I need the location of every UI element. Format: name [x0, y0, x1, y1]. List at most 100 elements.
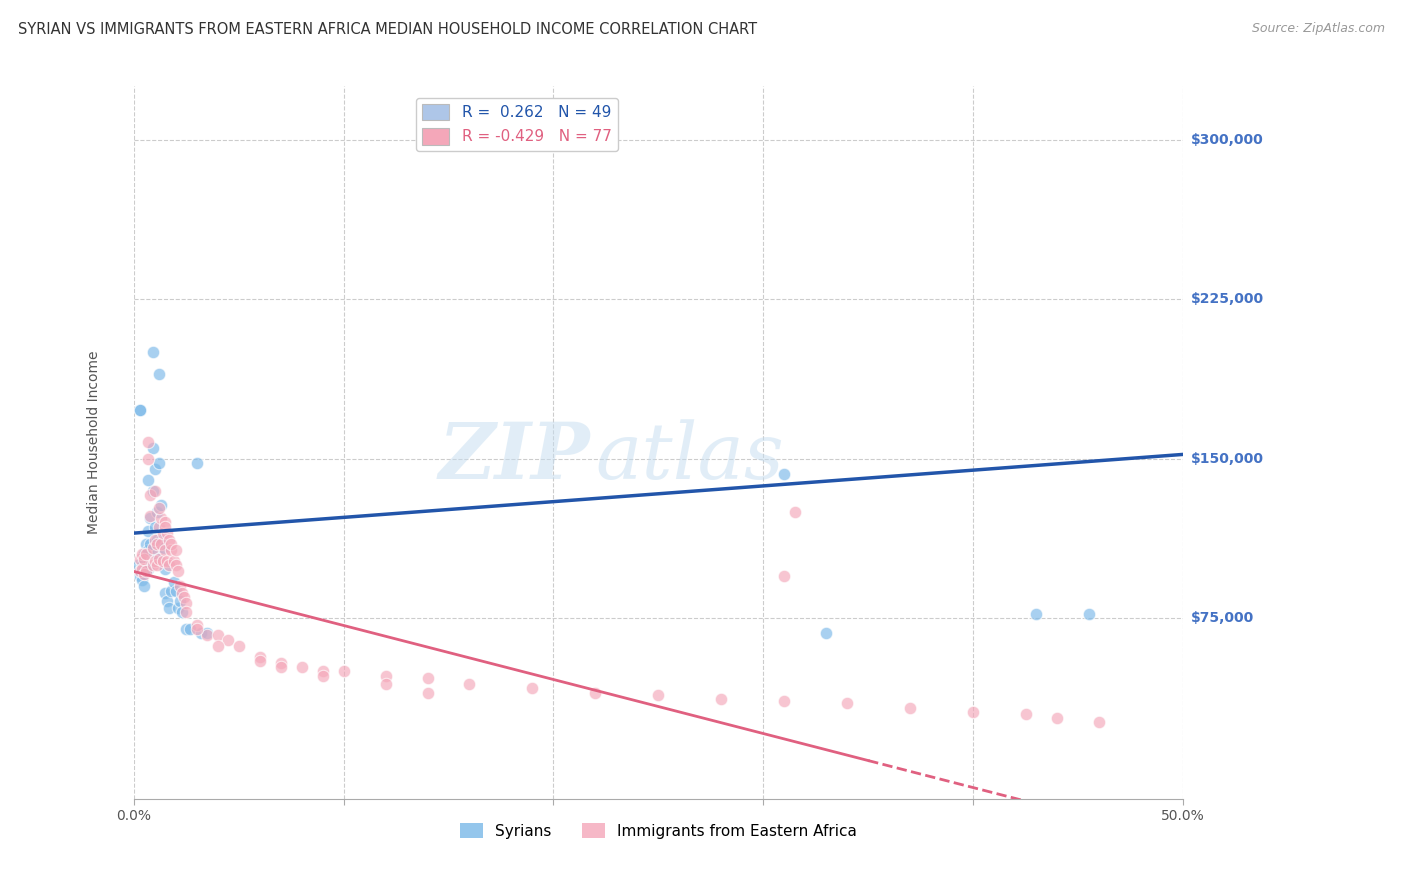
Point: [153, 520, 176, 534]
Text: Source: ZipAtlas.com: Source: ZipAtlas.com: [1251, 22, 1385, 36]
Point: [186, 456, 208, 470]
Point: [174, 605, 197, 619]
Point: [195, 626, 218, 640]
Point: [142, 483, 165, 498]
Point: [160, 537, 183, 551]
Point: [153, 516, 176, 530]
Point: [135, 537, 157, 551]
Point: [148, 456, 170, 470]
Point: [143, 462, 166, 476]
Point: [156, 526, 179, 541]
Point: [153, 562, 176, 576]
Point: [1014, 706, 1036, 721]
Point: [179, 622, 201, 636]
Point: [710, 692, 733, 706]
Point: [311, 668, 333, 682]
Point: [332, 665, 354, 679]
Text: SYRIAN VS IMMIGRANTS FROM EASTERN AFRICA MEDIAN HOUSEHOLD INCOME CORRELATION CHA: SYRIAN VS IMMIGRANTS FROM EASTERN AFRICA…: [18, 22, 758, 37]
Point: [169, 594, 191, 608]
Text: Median Household Income: Median Household Income: [87, 351, 101, 534]
Point: [146, 558, 169, 572]
Point: [249, 654, 271, 668]
Point: [647, 688, 669, 702]
Point: [773, 467, 796, 481]
Point: [166, 565, 188, 579]
Point: [583, 686, 606, 700]
Point: [249, 649, 271, 664]
Point: [1025, 607, 1047, 621]
Point: [162, 554, 184, 568]
Point: [138, 434, 160, 449]
Point: [156, 594, 179, 608]
Point: [150, 511, 173, 525]
Point: [783, 505, 806, 519]
Point: [1046, 711, 1069, 725]
Point: [139, 509, 162, 524]
Point: [291, 660, 314, 674]
Point: [129, 568, 152, 582]
Text: $300,000: $300,000: [1191, 133, 1264, 146]
Point: [142, 345, 165, 359]
Point: [1077, 607, 1099, 621]
Point: [135, 565, 157, 579]
Point: [160, 543, 183, 558]
Point: [131, 573, 153, 587]
Point: [148, 520, 170, 534]
Point: [270, 656, 292, 670]
Point: [138, 524, 160, 538]
Point: [170, 585, 193, 599]
Point: [186, 617, 208, 632]
Point: [162, 575, 184, 590]
Point: [156, 554, 179, 568]
Point: [837, 696, 859, 710]
Point: [207, 639, 229, 653]
Point: [374, 668, 396, 682]
Point: [143, 533, 166, 547]
Point: [270, 660, 292, 674]
Point: [150, 499, 173, 513]
Point: [153, 585, 176, 599]
Point: [143, 520, 166, 534]
Point: [143, 483, 166, 498]
Point: [773, 694, 796, 708]
Point: [195, 628, 218, 642]
Point: [134, 548, 156, 562]
Point: [1088, 715, 1111, 730]
Text: atlas: atlas: [595, 419, 785, 495]
Point: [416, 686, 439, 700]
Legend: R =  0.262   N = 49, R = -0.429   N = 77: R = 0.262 N = 49, R = -0.429 N = 77: [416, 97, 617, 151]
Point: [139, 488, 162, 502]
Point: [416, 671, 439, 685]
Point: [142, 541, 165, 555]
Point: [174, 622, 197, 636]
Point: [134, 562, 156, 576]
Point: [153, 543, 176, 558]
Point: [127, 558, 149, 572]
Point: [169, 579, 191, 593]
Point: [134, 551, 156, 566]
Point: [138, 451, 160, 466]
Point: [157, 533, 180, 547]
Point: [152, 554, 174, 568]
Point: [129, 565, 152, 579]
Point: [142, 558, 165, 572]
Point: [150, 537, 173, 551]
Point: [166, 600, 188, 615]
Text: $225,000: $225,000: [1191, 292, 1264, 306]
Point: [148, 551, 170, 566]
Point: [146, 537, 169, 551]
Point: [129, 402, 152, 417]
Point: [217, 632, 239, 647]
Point: [458, 677, 481, 691]
Point: [152, 541, 174, 555]
Point: [135, 548, 157, 562]
Point: [148, 500, 170, 515]
Point: [129, 402, 152, 417]
Point: [898, 700, 921, 714]
Point: [165, 558, 187, 572]
Point: [129, 551, 152, 566]
Point: [190, 626, 212, 640]
Point: [207, 628, 229, 642]
Point: [374, 677, 396, 691]
Point: [773, 568, 796, 582]
